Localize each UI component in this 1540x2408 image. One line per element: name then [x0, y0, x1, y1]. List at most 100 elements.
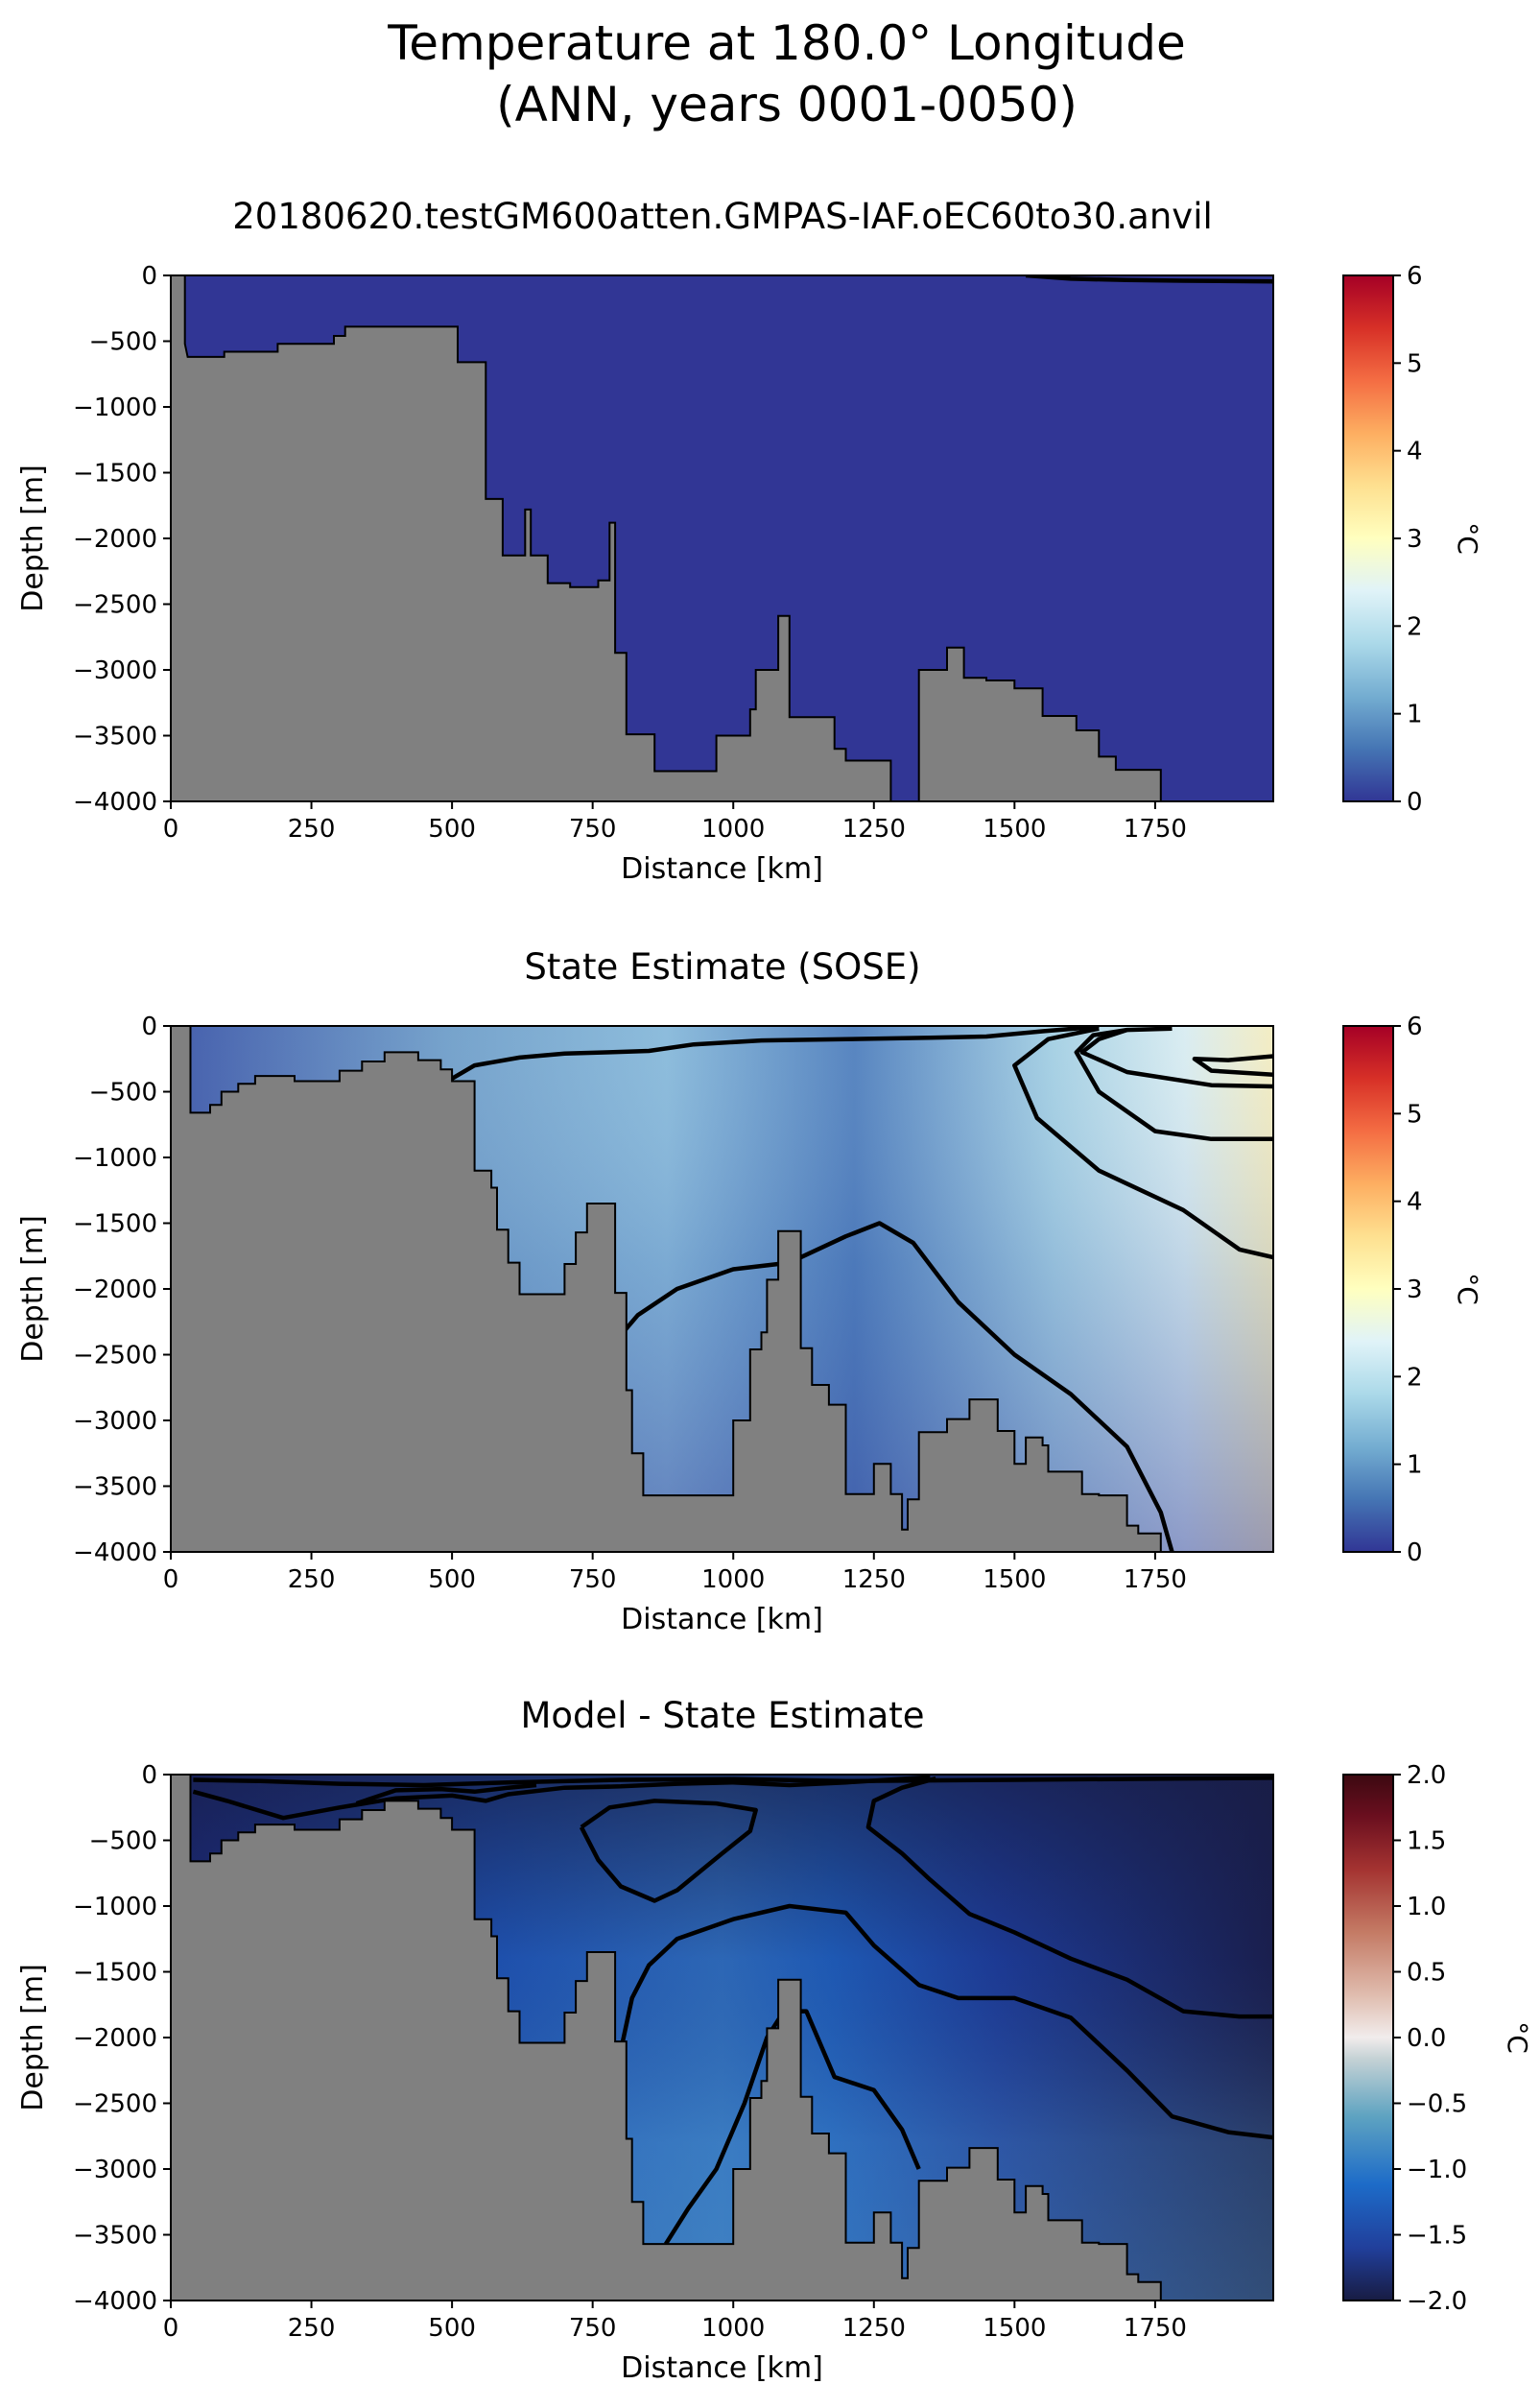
colorbar-tick-label: 2.0 [1407, 1761, 1446, 1790]
y-tick-label: −1500 [73, 1959, 157, 1988]
colorbar-tick-label: −1.5 [1407, 2222, 1467, 2251]
colorbar [1342, 274, 1394, 802]
x-tick-label: 500 [428, 815, 476, 844]
bathymetry [171, 1026, 1162, 1552]
x-tick-label: 0 [163, 815, 179, 844]
colorbar-tick-label: −0.5 [1407, 2090, 1467, 2119]
contour-lines [450, 1026, 1273, 1552]
figure-title-line2: (ANN, years 0001-0050) [496, 77, 1078, 132]
panel-1: 20180620.testGM600atten.GMPAS-IAF.oEC60t… [16, 196, 1483, 886]
y-tick-label: −2500 [73, 1342, 157, 1371]
x-tick-label: 1750 [1124, 2314, 1187, 2343]
y-tick-label: −3000 [73, 1407, 157, 1436]
colorbar [1342, 1025, 1394, 1553]
panel-title: State Estimate (SOSE) [524, 946, 920, 988]
contour-2.5 [1079, 1027, 1273, 1089]
y-tick-label: −3000 [73, 2156, 157, 2184]
x-tick-label: 1500 [983, 1565, 1046, 1594]
y-tick-label: −4000 [73, 788, 157, 817]
y-tick-label: −2500 [73, 2090, 157, 2119]
x-tick-label: 1500 [983, 815, 1046, 844]
y-tick-label: −2000 [73, 2024, 157, 2053]
y-tick-label: −2000 [73, 1276, 157, 1304]
colorbar [1342, 1774, 1394, 2301]
contour-0 [193, 1776, 1273, 1788]
x-axis-label: Distance [km] [621, 1603, 823, 1636]
contour-2 [1012, 1026, 1273, 1260]
y-tick-label: −1000 [73, 1144, 157, 1173]
y-axis-label: Depth [m] [16, 465, 50, 612]
x-tick-label: 750 [569, 815, 617, 844]
x-tick-label: 250 [288, 2314, 336, 2343]
colorbar-tick-label: 2 [1407, 612, 1423, 641]
x-tick-label: 1000 [701, 1565, 765, 1594]
colorbar-tick-label: 3 [1407, 1276, 1423, 1304]
contour-lines [192, 1775, 1273, 2246]
colorbar-tick-label: 6 [1407, 1013, 1423, 1041]
y-tick-label: −2500 [73, 591, 157, 620]
colorbar-tick-label: 1.5 [1407, 1827, 1446, 1856]
x-tick-label: 1000 [701, 2314, 765, 2343]
colorbar-tick-label: 5 [1407, 349, 1423, 378]
y-tick-label: −3500 [73, 1473, 157, 1502]
contour--1 [612, 1903, 1273, 2140]
y-tick-label: 0 [141, 262, 157, 291]
contour--1 [355, 1782, 537, 1806]
y-tick-label: −3500 [73, 2222, 157, 2251]
colorbar-label: °C [1502, 2021, 1533, 2054]
colorbar-tick-label: 6 [1407, 262, 1423, 291]
colorbar-tick-label: 2 [1407, 1363, 1423, 1392]
y-tick-label: −2000 [73, 525, 157, 554]
x-tick-label: 250 [288, 1565, 336, 1594]
panel-2: State Estimate (SOSE)0 250 500 750 1000 1250 1… [16, 946, 1483, 1636]
x-tick-label: 1000 [701, 815, 765, 844]
bathymetry [171, 1775, 1162, 2301]
y-tick-label: −1500 [73, 1210, 157, 1239]
y-tick-label: −3500 [73, 723, 157, 751]
colorbar-tick-label: 0.5 [1407, 1959, 1446, 1988]
contour-0.5 [1025, 275, 1273, 284]
y-axis-label: Depth [m] [16, 1215, 50, 1363]
x-tick-label: 0 [163, 2314, 179, 2343]
contour--0.5 [192, 1775, 931, 1821]
colorbar-label: °C [1452, 1273, 1483, 1305]
bathymetry [171, 275, 1162, 801]
colorbar-tick-label: 0.0 [1407, 2024, 1446, 2053]
colorbar-tick-label: 4 [1407, 1188, 1423, 1217]
y-tick-label: −4000 [73, 2287, 157, 2316]
contour-0.5 [450, 1026, 1100, 1081]
figure-title-line1: Temperature at 180.0° Longitude [387, 15, 1185, 71]
x-tick-label: 750 [569, 2314, 617, 2343]
colorbar-tick-label: 1 [1407, 701, 1423, 729]
contour-3 [1192, 1054, 1273, 1077]
colorbar-tick-label: 1 [1407, 1451, 1423, 1480]
colorbar-tick-label: −2.0 [1407, 2287, 1467, 2316]
colorbar-tick-label: 0 [1407, 788, 1423, 817]
colorbar-tick-label: 3 [1407, 525, 1423, 554]
colorbar-tick-label: 0 [1407, 1538, 1423, 1567]
y-tick-label: −500 [89, 1827, 157, 1856]
panel-3: Model - State Estimate 0 250 500 750 1000 1250… [16, 1695, 1533, 2385]
panels: 20180620.testGM600atten.GMPAS-IAF.oEC60t… [16, 196, 1533, 2385]
x-axis-label: Distance [km] [621, 852, 823, 886]
colorbar-label: °C [1452, 522, 1483, 555]
y-tick-label: −500 [89, 1079, 157, 1108]
colorbar-tick-label: 1.0 [1407, 1893, 1446, 1921]
y-tick-label: −1500 [73, 460, 157, 489]
x-tick-label: 1750 [1124, 815, 1187, 844]
y-axis-label: Depth [m] [16, 1964, 50, 2111]
x-tick-label: 1250 [842, 1565, 906, 1594]
y-tick-label: −1000 [73, 1893, 157, 1921]
y-tick-label: 0 [141, 1013, 157, 1041]
x-tick-label: 500 [428, 2314, 476, 2343]
contour--1.8 [579, 1799, 758, 1903]
x-tick-label: 250 [288, 815, 336, 844]
contour-1 [619, 1221, 1174, 1552]
x-tick-label: 750 [569, 1565, 617, 1594]
y-tick-label: −500 [89, 328, 157, 357]
x-tick-label: 1500 [983, 2314, 1046, 2343]
x-tick-label: 1250 [842, 2314, 906, 2343]
colorbar-tick-label: −1.0 [1407, 2156, 1467, 2184]
panel-title: Model - State Estimate [520, 1695, 924, 1736]
